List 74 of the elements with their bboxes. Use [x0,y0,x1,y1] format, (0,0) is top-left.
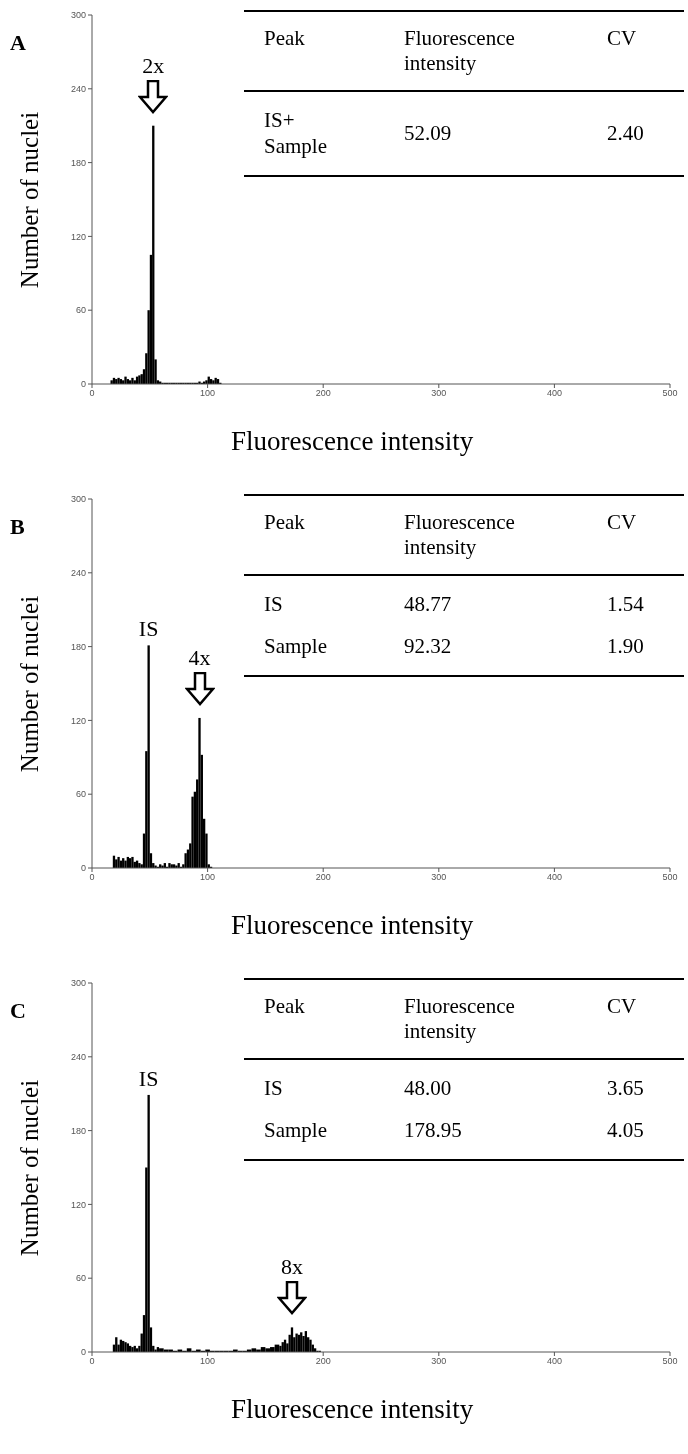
annotation: 2x [142,52,165,78]
y-tick-label: 60 [75,1273,86,1284]
annotation: IS [263,1075,284,1103]
x-tick-label: 300 [431,1356,447,1367]
y-tick-label: 120 [70,1199,86,1210]
annotation: Fluorescence intensity [403,993,516,1046]
annotation: 1.54 [606,591,645,619]
text: A [10,30,26,56]
x-axis-title: Fluorescence intensity [231,910,474,941]
annotation: Peak [263,509,306,536]
text: C [10,998,26,1024]
annotation: 2.40 [606,119,645,147]
x-tick-label: 100 [200,388,216,399]
annotation: Peak [263,25,306,52]
y-tick-label: 300 [70,978,86,989]
x-tick-label: 300 [431,388,447,399]
x-tick-label: 200 [315,1356,331,1367]
annotation: IS [138,616,159,642]
annotation: IS [138,1065,159,1091]
x-tick-label: 200 [315,872,331,883]
x-tick-label: 500 [662,872,678,883]
annotation: Sample [263,1116,328,1144]
annotation: 4x [188,644,211,670]
annotation: 48.00 [403,1075,453,1103]
y-axis-title: Number of nuclei [16,111,44,288]
y-tick-label: 60 [75,305,86,316]
y-tick-label: 60 [75,789,86,800]
x-axis-title: Fluorescence intensity [231,426,474,457]
y-tick-label: 180 [70,1125,86,1136]
annotation: 1.90 [606,632,645,660]
x-tick-label: 400 [546,1356,562,1367]
x-tick-label: 100 [200,1356,216,1367]
y-axis-title: Number of nuclei [16,595,44,772]
y-tick-label: 300 [70,10,86,21]
annotation: Sample [263,632,328,660]
x-axis-title: Fluorescence intensity [231,1394,474,1425]
y-tick-label: 180 [70,641,86,652]
x-tick-label: 200 [315,388,331,399]
x-tick-label: 500 [662,1356,678,1367]
y-tick-label: 240 [70,84,86,94]
text: B [10,514,25,540]
y-axis-title: Number of nuclei [16,1079,44,1256]
annotation: Peak [263,993,306,1020]
x-tick-label: 0 [89,872,95,883]
y-tick-label: 120 [70,231,86,242]
x-tick-label: 0 [89,388,95,399]
annotation: IS [263,591,284,619]
annotation: CV [606,993,638,1020]
y-tick-label: 300 [70,494,86,505]
annotation: 52.09 [403,119,453,147]
y-tick-label: 0 [80,379,86,390]
y-tick-label: 240 [70,1051,86,1062]
annotation: IS+ Sample [263,107,328,160]
annotation: 92.32 [403,632,453,660]
y-tick-label: 0 [80,1347,86,1358]
y-tick-label: 120 [70,715,86,726]
y-tick-label: 0 [80,863,86,874]
y-tick-label: 180 [70,157,86,168]
annotation: Fluorescence intensity [403,509,516,562]
annotation: 8x [280,1254,303,1280]
annotation: 3.65 [606,1075,645,1103]
annotation: CV [606,25,638,52]
x-tick-label: 400 [546,388,562,399]
annotation: 48.77 [403,591,453,619]
x-tick-label: 500 [662,388,678,399]
annotation: 178.95 [403,1116,463,1144]
annotation: Fluorescence intensity [403,25,516,78]
x-tick-label: 400 [546,872,562,883]
x-tick-label: 0 [89,1356,95,1367]
x-tick-label: 300 [431,872,447,883]
y-tick-label: 240 [70,567,86,578]
x-tick-label: 100 [200,872,216,883]
annotation: CV [606,509,638,536]
annotation: 4.05 [606,1116,645,1144]
